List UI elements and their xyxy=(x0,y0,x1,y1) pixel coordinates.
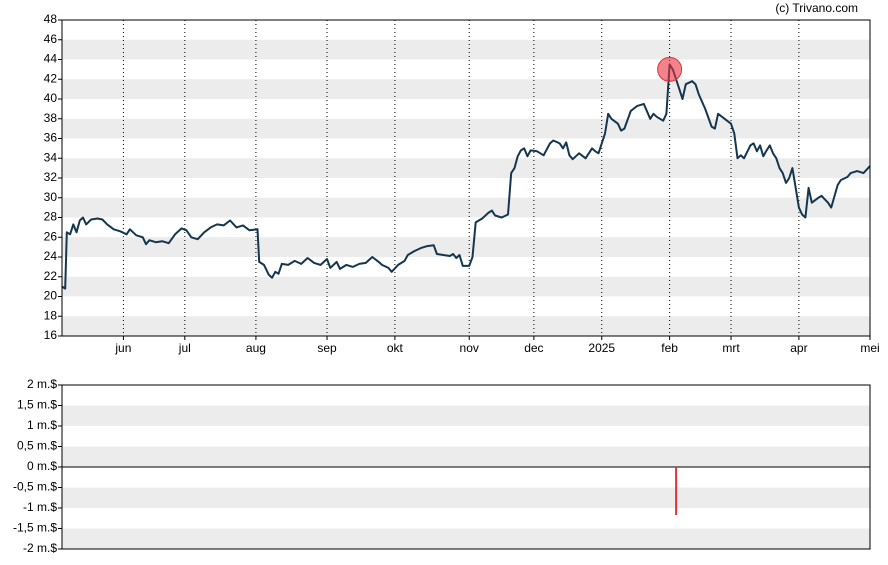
x-tick-label: apr xyxy=(790,341,807,355)
y-tick-label: 28 xyxy=(44,210,58,224)
grid-band xyxy=(62,237,870,257)
y-tick-label: 46 xyxy=(44,32,58,46)
y-tick-label: 2 m.$ xyxy=(27,377,57,391)
x-tick-label: sep xyxy=(317,341,337,355)
y-tick-label: 36 xyxy=(44,131,58,145)
y-tick-label: 30 xyxy=(44,190,58,204)
grid-band xyxy=(62,487,870,508)
x-tick-label: aug xyxy=(246,341,266,355)
x-tick-label: feb xyxy=(661,341,678,355)
y-tick-label: 20 xyxy=(44,289,58,303)
y-tick-label: 22 xyxy=(44,269,58,283)
x-tick-label: okt xyxy=(387,341,404,355)
y-tick-label: 26 xyxy=(44,229,58,243)
y-tick-label: 1,5 m.$ xyxy=(17,398,57,412)
y-tick-label: 34 xyxy=(44,150,58,164)
grid-band xyxy=(62,405,870,426)
x-tick-label: 2025 xyxy=(588,341,615,355)
grid-band xyxy=(62,118,870,139)
y-tick-label: 32 xyxy=(44,170,58,184)
x-tick-label: nov xyxy=(460,341,479,355)
x-tick-label: jun xyxy=(114,341,131,355)
y-tick-label: 42 xyxy=(44,71,58,85)
plot-border xyxy=(61,384,871,550)
y-tick-label: -1 m.$ xyxy=(23,500,57,514)
y-tick-label: 24 xyxy=(44,249,58,263)
x-tick-label: jul xyxy=(178,341,191,355)
grid-band xyxy=(62,79,870,99)
y-tick-label: 40 xyxy=(44,91,58,105)
y-tick-label: -0,5 m.$ xyxy=(13,480,57,494)
x-tick-label: mrt xyxy=(722,341,740,355)
plot-border xyxy=(61,19,871,337)
grid-band xyxy=(62,446,870,467)
bar xyxy=(675,467,678,515)
x-tick-label: dec xyxy=(524,341,543,355)
y-tick-label: 1 m.$ xyxy=(27,418,57,432)
grid-band xyxy=(62,528,870,549)
price-line xyxy=(61,63,871,290)
y-tick-label: -1,5 m.$ xyxy=(13,521,57,535)
y-tick-label: 0 m.$ xyxy=(27,459,57,473)
grid-band xyxy=(62,197,870,218)
grid-band xyxy=(62,158,870,178)
y-tick-label: 44 xyxy=(44,52,58,66)
y-tick-label: 16 xyxy=(44,328,58,342)
y-tick-label: 48 xyxy=(44,12,58,26)
event-marker xyxy=(657,56,683,82)
y-tick-label: 18 xyxy=(44,308,58,322)
y-tick-label: 0,5 m.$ xyxy=(17,439,57,453)
y-tick-label: 38 xyxy=(44,111,58,125)
grid-band xyxy=(62,316,870,336)
x-tick-label: mei xyxy=(860,341,879,355)
y-tick-label: -2 m.$ xyxy=(23,541,57,555)
grid-band xyxy=(62,276,870,297)
grid-band xyxy=(62,39,870,60)
source-note: (c) Trivano.com xyxy=(775,1,858,15)
